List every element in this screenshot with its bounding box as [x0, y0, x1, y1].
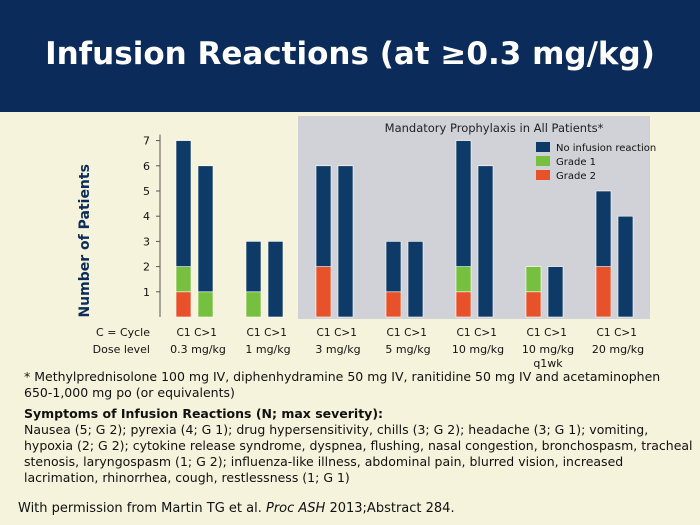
bar-segment-grade-1	[455, 266, 472, 293]
legend-swatch	[536, 156, 550, 166]
cycle-tick-label: C>1	[404, 327, 427, 339]
dose-tick-label: 20 mg/kg	[592, 343, 644, 356]
bar-segment-grade-2	[455, 291, 472, 318]
dose-tick-label: q1wk	[533, 357, 563, 370]
legend-swatch	[536, 170, 550, 180]
cycle-tick-label: C1	[246, 327, 260, 339]
cycle-tick-label: C1	[386, 327, 400, 339]
bar-segment-no-infusion-reaction	[595, 190, 612, 267]
bar-segment-no-infusion-reaction	[617, 215, 634, 318]
bar-segment-no-infusion-reaction	[337, 165, 354, 318]
prophylaxis-region-label: Mandatory Prophylaxis in All Patients*	[385, 121, 604, 135]
legend-label: Grade 1	[556, 157, 596, 168]
cycle-tick-label: C>1	[264, 327, 287, 339]
dose-tick-label: 10 mg/kg	[522, 343, 574, 356]
bar-segment-grade-2	[315, 266, 332, 318]
bar-segment-grade-2	[595, 266, 612, 318]
symptoms-block: Symptoms of Infusion Reactions (N; max s…	[24, 406, 694, 486]
dose-row-label: Dose level	[93, 343, 150, 356]
cycle-tick-label: C>1	[474, 327, 497, 339]
cycle-tick-label: C>1	[544, 327, 567, 339]
dose-tick-label: 0.3 mg/kg	[170, 343, 226, 356]
bar-segment-no-infusion-reaction	[267, 241, 284, 318]
cycle-tick-label: C1	[176, 327, 190, 339]
y-tick-label: 5	[143, 185, 150, 198]
credit-suffix: 2013;Abstract 284.	[325, 501, 455, 516]
bar-segment-no-infusion-reaction	[245, 241, 262, 293]
bar-segment-no-infusion-reaction	[315, 165, 332, 267]
y-axis-label: Number of Patients	[77, 164, 93, 317]
bar-segment-no-infusion-reaction	[385, 241, 402, 293]
cycle-tick-label: C1	[456, 327, 470, 339]
legend-label: No infusion reaction	[556, 143, 656, 154]
legend-label: Grade 2	[556, 171, 596, 182]
credit-prefix: With permission from Martin TG et al.	[18, 501, 266, 516]
y-tick-label: 2	[143, 261, 150, 274]
symptoms-text: Nausea (5; G 2); pyrexia (4; G 1); drug …	[24, 422, 693, 485]
cycle-tick-label: C1	[316, 327, 330, 339]
cycle-row-label: C = Cycle	[96, 326, 150, 339]
y-tick-label: 3	[143, 235, 150, 248]
dose-tick-label: 3 mg/kg	[315, 343, 360, 356]
title-bar: Infusion Reactions (at ≥0.3 mg/kg)	[0, 0, 700, 112]
symptoms-title: Symptoms of Infusion Reactions (N; max s…	[24, 406, 384, 421]
bar-segment-no-infusion-reaction	[547, 266, 564, 318]
y-tick-label: 4	[143, 210, 150, 223]
cycle-tick-label: C>1	[194, 327, 217, 339]
cycle-tick-label: C1	[526, 327, 540, 339]
prophylaxis-region	[298, 116, 650, 319]
bar-segment-grade-2	[525, 291, 542, 318]
cycle-tick-label: C>1	[614, 327, 637, 339]
chart-area: Mandatory Prophylaxis in All Patients* 1 2…	[70, 112, 670, 372]
bar-segment-no-infusion-reaction	[175, 140, 192, 267]
cycle-tick-label: C1	[596, 327, 610, 339]
bar-segment-no-infusion-reaction	[407, 241, 424, 318]
bar-segment-grade-2	[385, 291, 402, 318]
credit-line: With permission from Martin TG et al. Pr…	[18, 501, 455, 516]
y-tick-label: 1	[143, 286, 150, 299]
credit-journal: Proc ASH	[265, 501, 326, 516]
bar-segment-no-infusion-reaction	[477, 165, 494, 318]
dose-tick-label: 1 mg/kg	[245, 343, 290, 356]
y-tick-label: 6	[143, 160, 150, 173]
prophylaxis-footnote: * Methylprednisolone 100 mg IV, diphenhy…	[24, 369, 661, 400]
bar-segment-grade-1	[525, 266, 542, 293]
stacked-bar-chart: Mandatory Prophylaxis in All Patients* 1 2…	[77, 116, 656, 370]
bar-segment-grade-2	[175, 291, 192, 318]
bar-segment-grade-1	[245, 291, 262, 318]
bar-segment-no-infusion-reaction	[455, 140, 472, 267]
bar-segment-grade-1	[175, 266, 192, 293]
cycle-tick-label: C>1	[334, 327, 357, 339]
y-tick-label: 7	[143, 135, 150, 148]
bar-segment-no-infusion-reaction	[197, 165, 214, 293]
dose-tick-label: 10 mg/kg	[452, 343, 504, 356]
legend-swatch	[536, 142, 550, 152]
slide-title: Infusion Reactions (at ≥0.3 mg/kg)	[45, 36, 655, 72]
dose-tick-label: 5 mg/kg	[385, 343, 430, 356]
bar-segment-grade-1	[197, 291, 214, 318]
